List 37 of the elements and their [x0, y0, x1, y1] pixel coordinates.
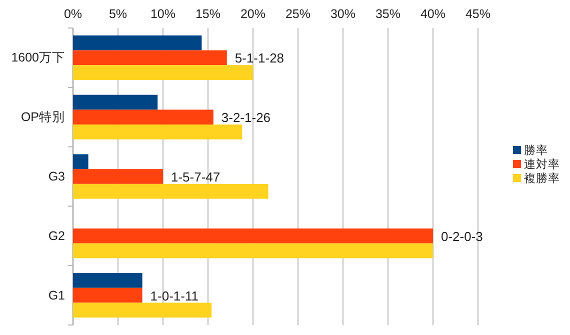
bar — [73, 65, 253, 80]
x-tick-label: 0% — [64, 7, 82, 21]
y-tick-label: G1 — [48, 288, 66, 302]
annotation: 0-2-0-3 — [441, 228, 483, 244]
bar — [73, 35, 202, 50]
x-tick-label: 5% — [108, 7, 128, 21]
legend-label: 勝率 — [524, 143, 548, 157]
bar — [73, 243, 433, 258]
bar — [73, 110, 214, 125]
y-tick-label: 1600万下 — [11, 50, 65, 65]
x-tick-label: 35% — [375, 7, 401, 21]
y-tick-label: OP特別 — [20, 110, 65, 124]
bar — [73, 228, 433, 244]
annotation: 1-0-1-11 — [150, 288, 198, 304]
x-tick-label: 30% — [330, 7, 356, 21]
legend-label: 複勝率 — [524, 171, 560, 185]
x-tick-label: 15% — [195, 7, 221, 21]
bar — [73, 154, 88, 170]
x-tick-label: 45% — [465, 7, 491, 21]
bar — [73, 94, 158, 110]
bar — [73, 288, 142, 303]
x-tick-label: 40% — [420, 7, 446, 21]
y-tick-label: G3 — [48, 170, 66, 184]
bar — [73, 50, 227, 66]
y-tick-label: G2 — [48, 228, 66, 243]
annotation: 3-2-1-26 — [221, 110, 271, 126]
annotation: 1-5-7-47 — [171, 170, 220, 184]
bar — [73, 124, 242, 140]
x-tick-label: 25% — [285, 7, 311, 21]
bar — [73, 184, 268, 199]
x-tick-label: 20% — [240, 7, 266, 21]
x-tick-label: 10% — [150, 7, 176, 21]
legend-label: 連対率 — [524, 157, 560, 171]
bar — [73, 273, 142, 288]
bar — [73, 169, 163, 184]
bar — [73, 302, 212, 318]
annotation: 5-1-1-28 — [234, 50, 284, 66]
